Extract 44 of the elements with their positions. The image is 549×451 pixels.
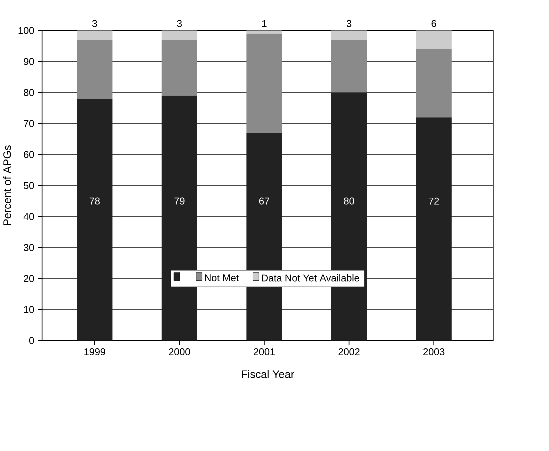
y-tick-label: 60 bbox=[24, 151, 34, 158]
y-tick-label: 100 bbox=[18, 27, 34, 34]
y-tick-label: 20 bbox=[24, 275, 34, 282]
x-axis-title: Fiscal Year bbox=[242, 370, 294, 378]
y-tick-label: 80 bbox=[24, 89, 34, 96]
y-tick-label: 40 bbox=[24, 213, 34, 220]
legend-label: Not Met bbox=[205, 274, 240, 282]
bar bbox=[246, 133, 282, 341]
data-label: 3 bbox=[177, 20, 182, 28]
x-tick-label: 2003 bbox=[424, 348, 445, 356]
x-tick-label: 2001 bbox=[254, 348, 276, 356]
bar bbox=[77, 98, 113, 341]
x-tick-label: 2002 bbox=[338, 348, 360, 356]
bar bbox=[331, 30, 368, 40]
bar bbox=[246, 34, 282, 134]
bar bbox=[162, 96, 198, 341]
y-tick-label: 10 bbox=[24, 306, 34, 314]
bar bbox=[331, 40, 368, 93]
bar bbox=[162, 30, 198, 40]
y-tick-label: 90 bbox=[24, 58, 34, 66]
x-tick-label: 2000 bbox=[169, 348, 190, 356]
y-tick-label: 50 bbox=[24, 182, 34, 190]
data-label: 80 bbox=[344, 198, 354, 205]
data-label: 3 bbox=[92, 20, 98, 28]
data-label: 3 bbox=[346, 20, 352, 28]
data-label: 6 bbox=[432, 20, 436, 28]
data-label: 79 bbox=[174, 198, 185, 205]
bar bbox=[77, 30, 113, 40]
data-label: 67 bbox=[259, 198, 270, 205]
bar bbox=[162, 40, 198, 96]
bar bbox=[77, 40, 113, 99]
y-tick-label: 0 bbox=[29, 337, 34, 344]
bar bbox=[416, 30, 452, 50]
data-label: 78 bbox=[90, 198, 100, 205]
bar bbox=[416, 49, 452, 118]
y-tick-label: 70 bbox=[24, 120, 34, 128]
data-label: 72 bbox=[429, 198, 440, 205]
data-label: 1 bbox=[262, 20, 267, 28]
legend-label: Data Not Yet Available bbox=[262, 274, 360, 282]
bar bbox=[416, 118, 452, 341]
y-tick-label: 30 bbox=[24, 244, 34, 252]
bar bbox=[246, 30, 282, 34]
y-axis-title: Percent of APGs bbox=[3, 146, 12, 226]
x-tick-label: 1999 bbox=[84, 348, 106, 356]
